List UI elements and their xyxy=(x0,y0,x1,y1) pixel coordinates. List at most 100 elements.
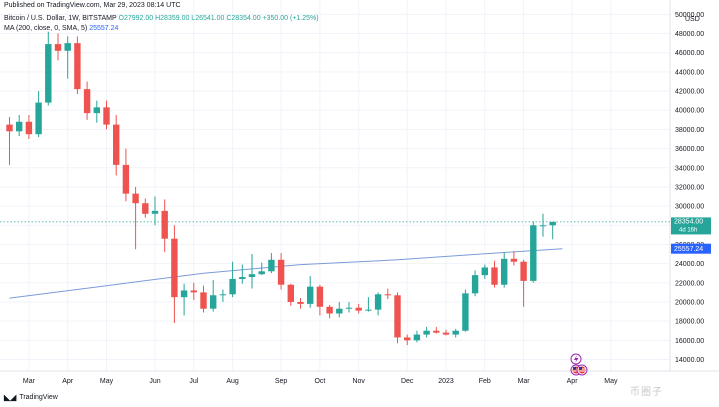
candle-body[interactable] xyxy=(374,294,382,310)
candle-body[interactable] xyxy=(355,307,362,311)
candle-body[interactable] xyxy=(268,259,275,272)
x-tick-label: Nov xyxy=(352,378,365,385)
candle-body[interactable] xyxy=(103,107,110,125)
candle-body[interactable] xyxy=(491,267,498,285)
candle-body[interactable] xyxy=(64,43,71,51)
x-tick-label: Oct xyxy=(314,378,325,385)
candle-body[interactable] xyxy=(501,258,508,285)
candle-body[interactable] xyxy=(394,295,401,338)
ma-price-label: 25557.24 xyxy=(674,246,703,253)
y-tick-label: 20000.00 xyxy=(675,299,704,306)
y-tick-label: 24000.00 xyxy=(675,261,704,268)
candle-body[interactable] xyxy=(404,337,411,341)
candle-body[interactable] xyxy=(423,330,430,335)
bar-countdown-label: 4d 16h xyxy=(679,227,697,233)
x-tick-label: May xyxy=(604,378,618,385)
candle-body[interactable] xyxy=(277,259,285,285)
y-tick-label: 44000.00 xyxy=(675,69,704,76)
candle-body[interactable] xyxy=(287,284,294,302)
candle-body[interactable] xyxy=(16,121,23,132)
candle-body[interactable] xyxy=(413,334,421,341)
candle-body[interactable] xyxy=(25,121,33,135)
symbol-legend: Bitcoin / U.S. Dollar, 1W, BITSTAMP O279… xyxy=(4,15,319,22)
candle-body[interactable] xyxy=(161,210,168,239)
candle-body[interactable] xyxy=(549,221,556,226)
candle-body[interactable] xyxy=(6,124,13,132)
candle-body[interactable] xyxy=(452,330,459,335)
candle-body[interactable] xyxy=(239,277,246,279)
candle-body[interactable] xyxy=(113,124,120,165)
candle-body[interactable] xyxy=(200,292,207,309)
x-tick-label: Jul xyxy=(189,378,198,385)
candle-body[interactable] xyxy=(316,286,324,307)
candle-body[interactable] xyxy=(258,271,265,275)
candlestick-series xyxy=(6,31,556,346)
candle-body[interactable] xyxy=(384,294,391,296)
candle-body[interactable] xyxy=(297,301,304,304)
candle-body[interactable] xyxy=(54,44,62,51)
y-tick-label: 40000.00 xyxy=(675,108,704,115)
y-tick-label: 46000.00 xyxy=(675,50,704,57)
indicator-legend[interactable]: MA (200, close, 0, SMA, 5) 25557.24 xyxy=(4,25,118,32)
y-tick-label: 38000.00 xyxy=(675,127,704,134)
x-tick-label: May xyxy=(100,378,114,385)
candle-body[interactable] xyxy=(539,225,547,227)
candle-body[interactable] xyxy=(132,193,139,204)
x-tick-label: Mar xyxy=(518,378,531,385)
us-flag-event-icon[interactable] xyxy=(576,364,588,376)
tradingview-brand-text: TradingView xyxy=(19,394,58,401)
x-tick-label: Feb xyxy=(479,378,491,385)
candle-body[interactable] xyxy=(180,290,188,298)
candle-body[interactable] xyxy=(365,309,372,311)
ma-value: 25557.24 xyxy=(89,25,119,32)
x-tick-label: Dec xyxy=(401,378,414,385)
x-tick-label: 2023 xyxy=(438,378,454,385)
y-tick-label: 50000.00 xyxy=(675,12,704,19)
candle-body[interactable] xyxy=(35,102,42,135)
candle-body[interactable] xyxy=(171,238,178,298)
candle-body[interactable] xyxy=(442,332,450,335)
y-tick-label: 22000.00 xyxy=(675,280,704,287)
x-tick-label: Aug xyxy=(226,378,239,385)
y-tick-label: 42000.00 xyxy=(675,89,704,96)
candle-body[interactable] xyxy=(481,267,488,276)
candle-body[interactable] xyxy=(462,293,469,331)
candle-body[interactable] xyxy=(93,107,100,114)
y-tick-label: 30000.00 xyxy=(675,204,704,211)
ma-price-badge: 25557.24 xyxy=(671,243,711,254)
y-tick-label: 18000.00 xyxy=(675,319,704,326)
candle-body[interactable] xyxy=(219,294,227,296)
candle-body[interactable] xyxy=(142,203,149,214)
x-tick-label: Apr xyxy=(62,378,74,385)
candle-body[interactable] xyxy=(530,225,537,281)
tradingview-logo-icon: ◣◢ xyxy=(4,393,17,402)
candle-body[interactable] xyxy=(520,261,527,281)
candle-body[interactable] xyxy=(74,43,81,90)
y-tick-label: 36000.00 xyxy=(675,146,704,153)
candle-body[interactable] xyxy=(471,275,479,294)
candle-body[interactable] xyxy=(248,274,256,278)
candle-body[interactable] xyxy=(510,258,518,262)
x-tick-label: Mar xyxy=(23,378,36,385)
x-tick-label: Jun xyxy=(149,378,160,385)
price-axis: 14000.00 16000.00 18000.00 20000.00 22000.00… xyxy=(675,12,704,364)
candle-body[interactable] xyxy=(336,308,343,314)
lightning-event-icon[interactable] xyxy=(570,353,582,365)
tradingview-branding[interactable]: ◣◢ TradingView xyxy=(4,393,58,402)
candle-body[interactable] xyxy=(190,290,197,293)
candle-body[interactable] xyxy=(307,286,314,304)
candle-body[interactable] xyxy=(210,295,217,309)
candle-body[interactable] xyxy=(83,89,91,114)
y-tick-label: 16000.00 xyxy=(675,338,704,345)
y-tick-label: 14000.00 xyxy=(675,357,704,364)
candle-body[interactable] xyxy=(433,330,440,333)
candle-body[interactable] xyxy=(151,210,159,214)
candle-body[interactable] xyxy=(122,164,130,194)
candle-body[interactable] xyxy=(345,307,353,309)
candle-body[interactable] xyxy=(45,44,52,103)
last-price-label: 28354.00 xyxy=(674,218,703,225)
candle-body[interactable] xyxy=(229,278,236,295)
published-note: Published on TradingView.com, Mar 29, 20… xyxy=(4,2,181,9)
candle-body[interactable] xyxy=(326,306,333,314)
